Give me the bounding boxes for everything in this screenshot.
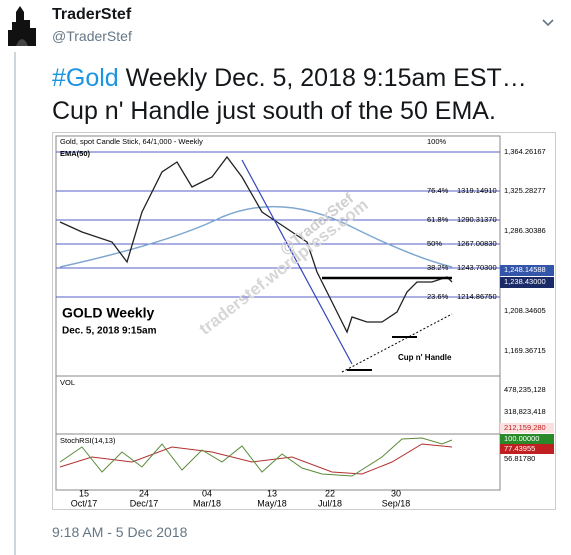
price-label: 1,238.43000 bbox=[504, 277, 546, 286]
timestamp[interactable]: 9:18 AM - 5 Dec 2018 bbox=[52, 524, 188, 540]
price-label: 1,248.14588 bbox=[504, 265, 546, 274]
stoch-box bbox=[500, 444, 554, 454]
x-month-label: Oct/17 bbox=[71, 498, 98, 508]
overlay-title: GOLD Weekly bbox=[62, 305, 155, 321]
stoch-signal bbox=[59, 437, 453, 477]
author-handle[interactable]: @TraderStef bbox=[52, 28, 132, 44]
avatar[interactable] bbox=[4, 2, 40, 48]
x-month-label: May/18 bbox=[257, 498, 287, 508]
fib-label: 76.4% bbox=[427, 186, 449, 195]
x-day-label: 13 bbox=[267, 488, 277, 498]
x-day-label: 30 bbox=[391, 488, 401, 498]
x-month-label: Dec/17 bbox=[130, 498, 159, 508]
stoch-box bbox=[500, 434, 554, 444]
stoch-label: 77.43955 bbox=[504, 444, 535, 453]
price-path bbox=[59, 155, 453, 334]
fib-label: 100% bbox=[427, 137, 447, 146]
author-name[interactable]: TraderStef bbox=[52, 6, 132, 23]
vol-label: 318,823,418 bbox=[504, 407, 546, 416]
x-month-label: Jul/18 bbox=[318, 498, 342, 508]
price-label: 1,364.26167 bbox=[504, 147, 546, 156]
price-box bbox=[500, 277, 554, 288]
ema-line bbox=[59, 205, 453, 268]
tweet-text-line: Weekly Dec. 5, 2018 9:15am EST… bbox=[118, 64, 527, 92]
overlay-date: Dec. 5, 2018 9:15am bbox=[62, 326, 157, 337]
price-label: 1,325.28277 bbox=[504, 186, 546, 195]
price-label: 1,169.36715 bbox=[504, 346, 546, 355]
x-month-label: Mar/18 bbox=[193, 498, 221, 508]
x-day-label: 04 bbox=[202, 488, 212, 498]
fib-value: 1267.00830 bbox=[457, 239, 497, 248]
fib-value: 1214.86750 bbox=[457, 292, 497, 301]
x-month-label: Sep/18 bbox=[382, 498, 411, 508]
fib-value: 1290.31370 bbox=[457, 215, 497, 224]
x-day-label: 22 bbox=[325, 488, 335, 498]
plot-frame bbox=[55, 135, 501, 491]
vol-label: 478,235,128 bbox=[504, 385, 546, 394]
price-box bbox=[500, 265, 554, 276]
stoch-label: 100.00000 bbox=[504, 434, 539, 443]
x-day-label: 15 bbox=[79, 488, 89, 498]
fib-value: 1243.70300 bbox=[457, 263, 497, 272]
fib-label: 23.6% bbox=[427, 292, 449, 301]
thread-line bbox=[14, 52, 16, 555]
pattern-label: Cup n' Handle bbox=[398, 353, 452, 362]
fib-label: 38.2% bbox=[427, 263, 449, 272]
fib-value: 1319.14910 bbox=[457, 186, 497, 195]
vol-box bbox=[500, 423, 554, 433]
panel-label: StochRSI(14,13) bbox=[60, 436, 116, 445]
tweet-text: #Gold Weekly Dec. 5, 2018 9:15am EST… bbox=[52, 64, 527, 93]
panel-label: VOL bbox=[60, 378, 75, 387]
vol-label: 212,159,280 bbox=[504, 423, 546, 432]
trend-line bbox=[241, 159, 353, 365]
x-day-label: 24 bbox=[139, 488, 149, 498]
ema-label: EMA(50) bbox=[60, 149, 91, 158]
stoch-line bbox=[59, 443, 453, 475]
hashtag[interactable]: #Gold bbox=[52, 64, 119, 92]
fib-lines bbox=[56, 151, 500, 298]
chart-image[interactable]: GOLD Weekly Dec. 5, 2018 9:15am Cup n' H… bbox=[52, 132, 556, 510]
menu-chevron[interactable] bbox=[541, 18, 555, 28]
fib-label: 61.8% bbox=[427, 215, 449, 224]
fib-label: 50% bbox=[427, 239, 442, 248]
chart-header: Gold, spot Candle Stick, 64/1,000 - Week… bbox=[60, 137, 203, 146]
price-label: 1,286.30386 bbox=[504, 226, 546, 235]
cup-line bbox=[341, 313, 453, 373]
tweet-text-line: Cup n' Handle just south of the 50 EMA. bbox=[52, 97, 496, 125]
price-label: 1,208.34605 bbox=[504, 306, 546, 315]
stoch-label: 56.81780 bbox=[504, 454, 535, 463]
